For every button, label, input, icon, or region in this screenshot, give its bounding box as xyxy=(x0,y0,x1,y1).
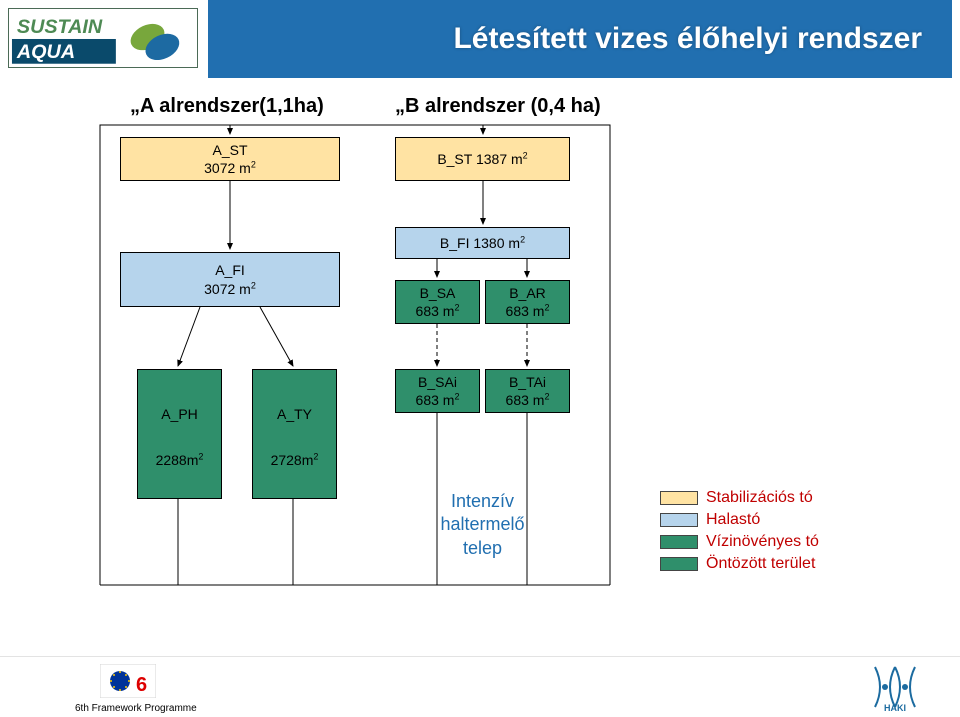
legend-swatch xyxy=(660,491,698,505)
logo-top: SUSTAIN xyxy=(17,16,103,38)
box-a-ph: A_PH 2288m2 xyxy=(137,369,222,499)
legend-row: Vízinövényes tó xyxy=(660,531,819,553)
box-label: B_AR xyxy=(486,284,569,302)
legend-label: Stabilizációs tó xyxy=(706,489,813,507)
footer-programme: 6th Framework Programme xyxy=(75,703,197,714)
legend-label: Vízinövényes tó xyxy=(706,533,819,551)
box-area: 3072 m2 xyxy=(121,280,339,298)
box-area: 683 m2 xyxy=(396,302,479,320)
box-label: A_FI xyxy=(121,261,339,279)
legend-swatch xyxy=(660,535,698,549)
legend-row: Öntözött terület xyxy=(660,553,819,575)
sustain-aqua-logo: SUSTAIN AQUA xyxy=(8,8,198,68)
box-b-st: B_ST 1387 m2 xyxy=(395,137,570,181)
box-label: A_ST xyxy=(121,141,339,159)
intensive-line3: telep xyxy=(395,537,570,560)
box-label: B_TAi xyxy=(486,373,569,391)
box-label: B_FI 1380 m2 xyxy=(396,234,569,252)
arrow-afi-aty xyxy=(260,307,293,366)
svg-text:HAKI: HAKI xyxy=(884,703,906,712)
legend-label: Halastó xyxy=(706,511,760,529)
arrow-afi-aph xyxy=(178,307,200,366)
box-area: 3072 m2 xyxy=(121,159,339,177)
haki-logo: HAKI xyxy=(865,662,925,712)
logo-bottom: AQUA xyxy=(16,41,75,63)
legend: Stabilizációs tó Halastó Vízinövényes tó Ön… xyxy=(660,487,819,575)
intensive-plant-label: Intenzív haltermelő telep xyxy=(395,490,570,560)
page-title: Létesített vizes élőhelyi rendszer xyxy=(208,0,952,78)
intensive-line2: haltermelő xyxy=(395,513,570,536)
intensive-line1: Intenzív xyxy=(395,490,570,513)
box-a-st: A_ST3072 m2 xyxy=(120,137,340,181)
box-label: A_PH xyxy=(138,399,221,423)
box-b-sa: B_SA683 m2 xyxy=(395,280,480,324)
svg-text:6: 6 xyxy=(136,674,147,696)
box-label: B_SAi xyxy=(396,373,479,391)
box-label: B_ST 1387 m2 xyxy=(396,150,569,168)
box-b-tai: B_TAi683 m2 xyxy=(485,369,570,413)
box-b-sai: B_SAi683 m2 xyxy=(395,369,480,413)
header: Létesített vizes élőhelyi rendszer SUSTA… xyxy=(0,0,960,78)
eu-fp6-logo: 6 xyxy=(100,664,156,698)
box-area: 2288m2 xyxy=(138,451,221,469)
box-area: 683 m2 xyxy=(486,302,569,320)
box-b-fi: B_FI 1380 m2 xyxy=(395,227,570,259)
logo-svg: SUSTAIN AQUA xyxy=(9,9,197,67)
legend-row: Stabilizációs tó xyxy=(660,487,819,509)
legend-swatch xyxy=(660,513,698,527)
legend-row: Halastó xyxy=(660,509,819,531)
legend-label: Öntözött terület xyxy=(706,555,815,573)
box-a-ty: A_TY 2728m2 xyxy=(252,369,337,499)
box-area: 683 m2 xyxy=(486,391,569,409)
box-a-fi: A_FI3072 m2 xyxy=(120,252,340,307)
box-b-ar: B_AR683 m2 xyxy=(485,280,570,324)
diagram-area: „A alrendszer(1,1ha) „B alrendszer (0,4 … xyxy=(0,85,960,655)
box-label: B_SA xyxy=(396,284,479,302)
box-area: 683 m2 xyxy=(396,391,479,409)
footer: 6 6th Framework Programme HAKI xyxy=(0,656,960,716)
legend-swatch xyxy=(660,557,698,571)
box-label: A_TY xyxy=(253,399,336,423)
box-area: 2728m2 xyxy=(253,451,336,469)
